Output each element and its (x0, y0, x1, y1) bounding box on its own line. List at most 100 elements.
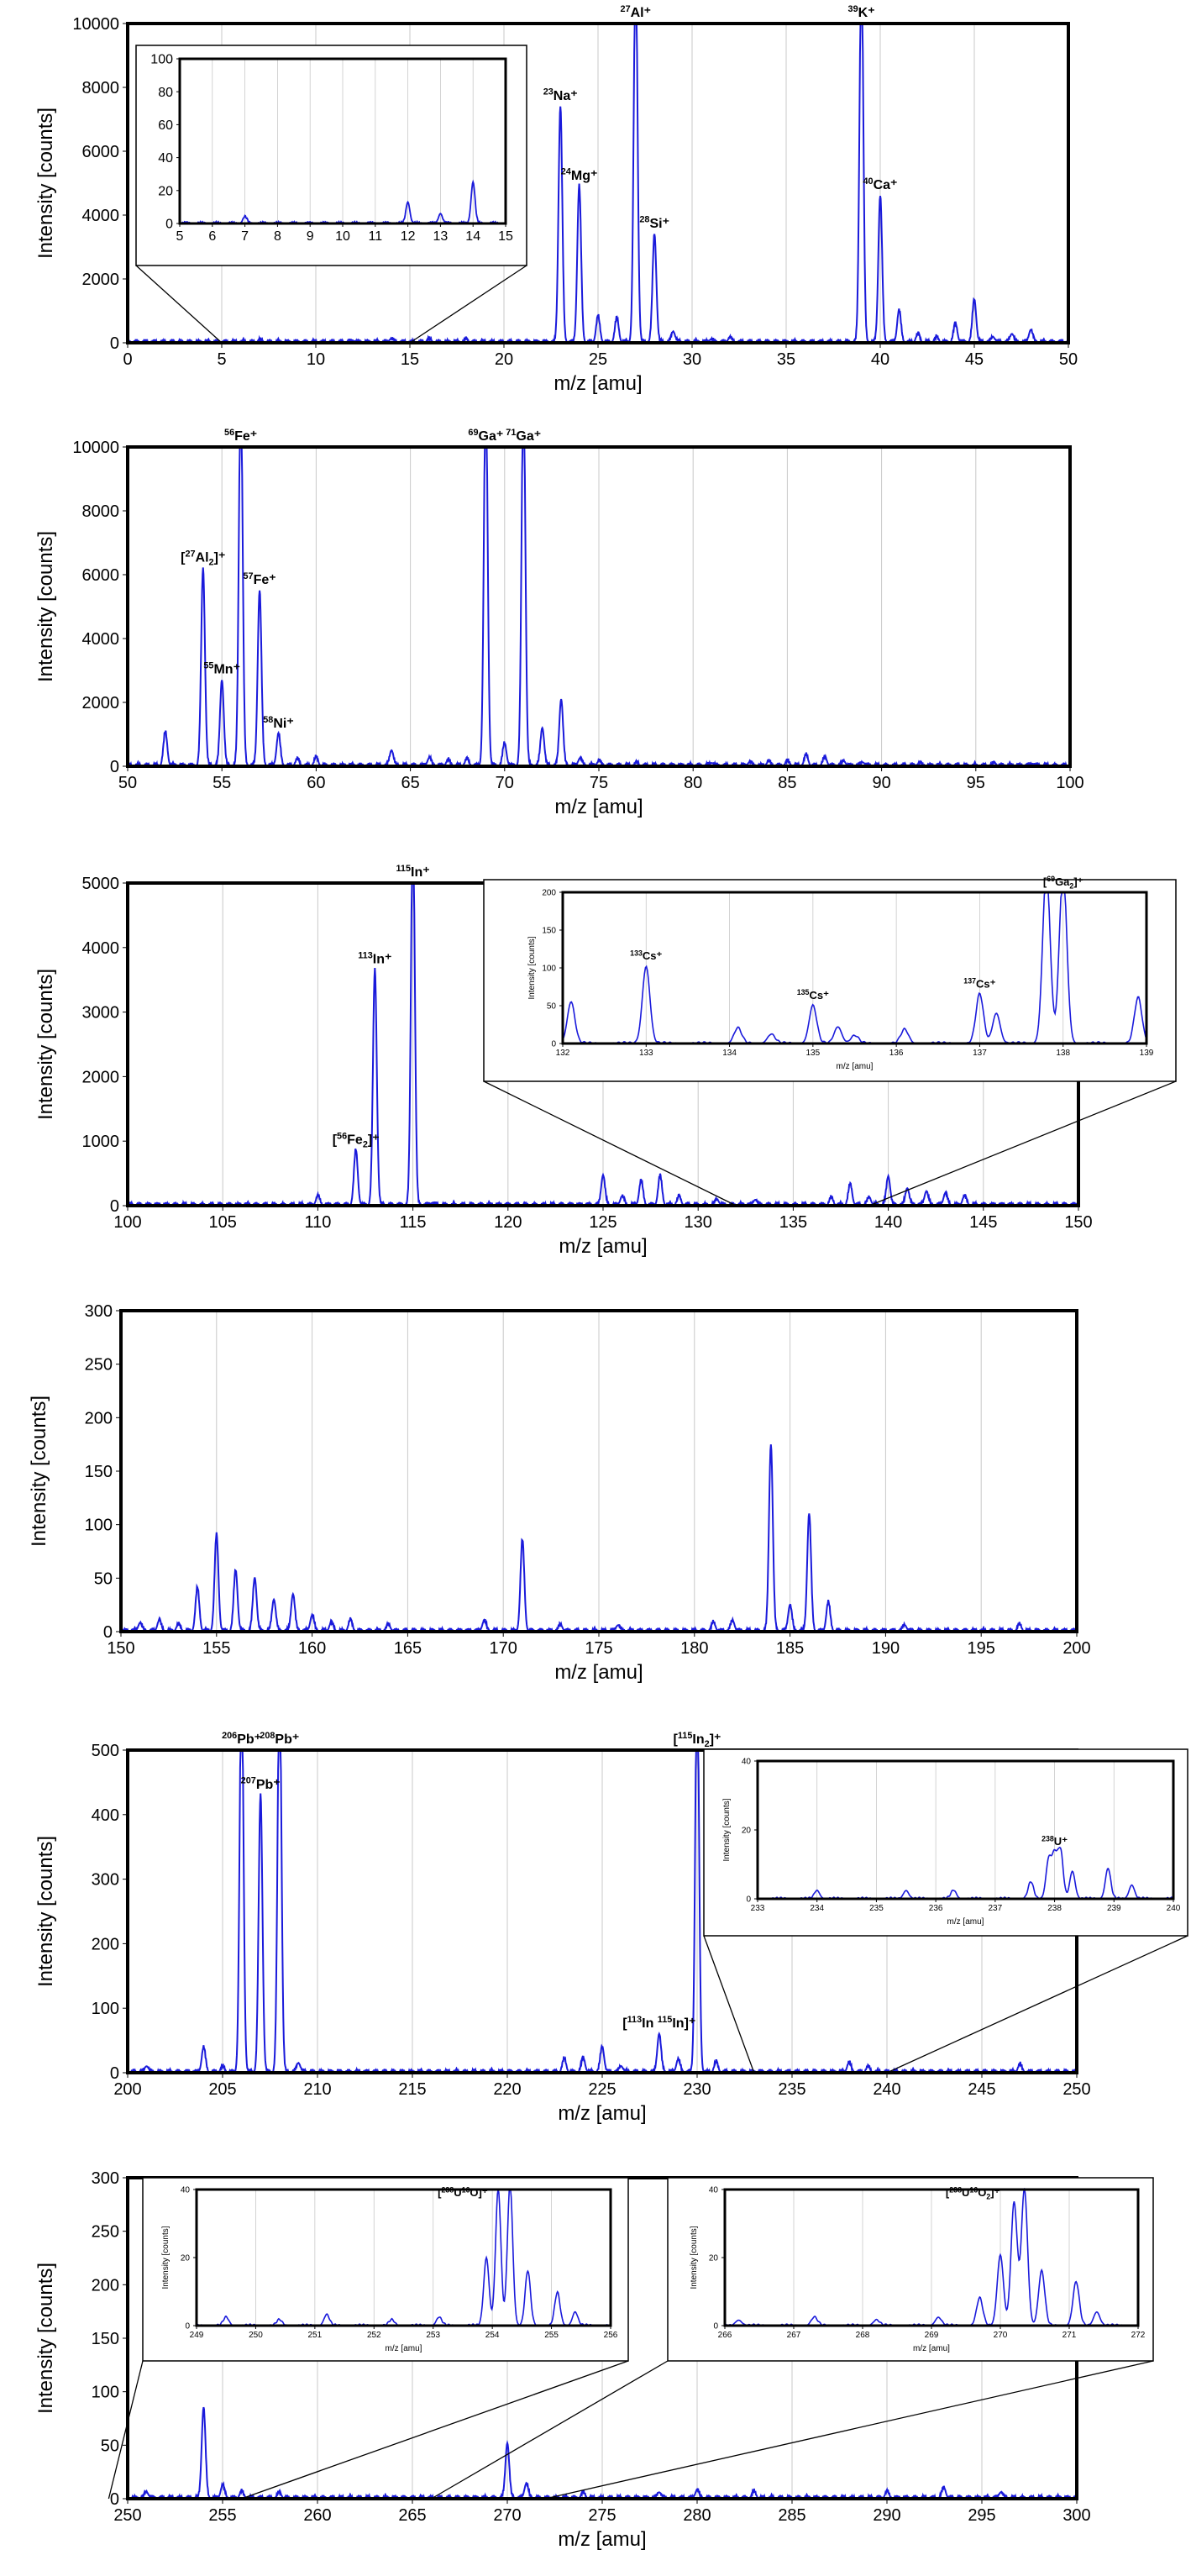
peak-label-el: Mn (213, 662, 233, 676)
x-tick-label: 60 (307, 774, 325, 792)
inset-plot-area (197, 2190, 611, 2326)
peak-label-iso: 208 (260, 1731, 275, 1741)
peak-label-el: Pb (237, 1732, 254, 1747)
peak-label-suffix: ⁺ (890, 178, 897, 192)
x-tick-label: 290 (873, 2506, 900, 2525)
x-tick-label: 80 (684, 774, 702, 792)
peak-label-suffix: ]⁺ (990, 2186, 999, 2199)
x-tick-label: 280 (683, 2506, 711, 2525)
peak-label-suffix: ]⁺ (214, 550, 226, 565)
y-axis-title: Intensity [counts] (34, 969, 57, 1120)
x-tick-label: 7 (241, 229, 249, 244)
x-tick-label: 300 (1062, 2506, 1090, 2525)
x-tick-label: 12 (401, 229, 416, 244)
y-axis-title: Intensity [counts] (722, 1798, 732, 1861)
zoom-connector (703, 1935, 755, 2074)
x-tick-label: 240 (873, 2080, 900, 2099)
peak-label-el: Ni (273, 717, 286, 731)
x-tick-label: 95 (967, 774, 985, 792)
y-tick-label: 40 (181, 2186, 191, 2195)
peak-label-el: Ga (479, 429, 496, 444)
x-tick-label: 200 (1062, 1639, 1090, 1658)
x-tick-label: 5 (176, 229, 184, 244)
peak-label-iso: 58 (263, 715, 273, 725)
x-tick-label: 165 (394, 1639, 422, 1658)
peak-label-iso: 69 (468, 428, 478, 438)
peak-label-el: Al (631, 6, 644, 20)
y-tick-label: 300 (92, 1871, 119, 1890)
peak-label: 115In⁺ (396, 864, 429, 880)
x-tick-label: 134 (722, 1049, 737, 1058)
x-tick-label: 6 (208, 229, 216, 244)
peak-label-el: Pb (275, 1732, 292, 1747)
zoom-connector (545, 2360, 1154, 2500)
y-tick-label: 10000 (72, 15, 119, 34)
x-tick-label: 105 (209, 1213, 237, 1232)
y-tick-label: 2000 (82, 694, 120, 712)
peak-label: 57Fe⁺ (243, 571, 275, 587)
peak-label-iso: 113 (627, 2015, 643, 2025)
inset-plot-area (563, 892, 1146, 1044)
peak-label: [238U16O2]⁺ (946, 2185, 1000, 2200)
x-tick-label: 50 (118, 774, 137, 792)
y-axis-title: Intensity [counts] (161, 2226, 171, 2289)
y-tick-label: 200 (85, 1409, 113, 1427)
peak-label-suffix: ⁺ (570, 89, 577, 103)
y-tick-label: 100 (92, 2000, 119, 2018)
peak-label-iso: 56 (224, 428, 234, 438)
peak-label-suffix: ⁺ (269, 573, 275, 587)
y-tick-label: 150 (92, 2330, 119, 2348)
spectrum-panel-6: 250 255 260 265 270 275 280 285 290 295 300 0 50 100 1… (34, 2169, 1154, 2551)
x-tick-label: 10 (335, 229, 350, 244)
zoom-connector (886, 1935, 1188, 2074)
peak-label-sub: 2 (705, 1739, 710, 1749)
peak-label: 27Al⁺ (621, 4, 652, 20)
peak-label-iso2: 16 (969, 2185, 978, 2194)
x-tick-label: 85 (778, 774, 796, 792)
peak-label-suffix: ⁺ (590, 169, 597, 183)
x-tick-label: 275 (588, 2506, 616, 2525)
peak-label-iso: 39 (848, 4, 858, 14)
x-tick-label: 15 (498, 229, 513, 244)
peak-label-iso: 69 (1047, 875, 1055, 883)
peak-label: 207Pb⁺ (241, 1776, 281, 1792)
peak-label: 28Si⁺ (639, 215, 669, 231)
x-tick-label: 136 (889, 1049, 904, 1058)
peak-label-suffix: ⁺ (233, 662, 240, 676)
y-tick-label: 20 (158, 184, 173, 198)
peak-label-suffix: ]⁺ (1073, 875, 1083, 888)
y-tick-label: 3000 (82, 1004, 120, 1023)
peak-label-suffix: ⁺ (496, 429, 503, 444)
peak-label: [238U16O]⁺ (438, 2185, 488, 2199)
x-tick-label: 75 (590, 774, 608, 792)
x-tick-label: 90 (872, 774, 890, 792)
x-tick-label: 110 (304, 1213, 331, 1232)
peak-label-suffix: ⁺ (286, 717, 293, 731)
x-tick-label: 237 (989, 1904, 1003, 1913)
x-tick-label: 160 (298, 1639, 326, 1658)
peak-label: 39K⁺ (848, 4, 875, 20)
x-tick-label: 270 (994, 2331, 1008, 2340)
peak-label-el: U (454, 2186, 461, 2199)
x-tick-label: 270 (493, 2506, 521, 2525)
y-tick-label: 0 (103, 1623, 113, 1642)
inset-chart: 233 234 235 236 237 238 239 240 0 20 40 m/z [amu] In… (703, 1748, 1188, 1937)
y-tick-label: 0 (110, 2490, 119, 2509)
peak-label-el: Fe (254, 573, 270, 587)
x-tick-label: 120 (494, 1213, 522, 1232)
x-tick-label: 135 (806, 1049, 821, 1058)
x-tick-label: 133 (639, 1049, 653, 1058)
x-axis-title: m/z [amu] (837, 1062, 874, 1071)
x-tick-label: 210 (303, 2080, 331, 2099)
peak-label-pre: [ (1043, 875, 1047, 888)
x-tick-label: 254 (485, 2331, 500, 2340)
peak-label-el: Pb (256, 1778, 274, 1792)
peak-label-suffix: ]⁺ (685, 2016, 696, 2031)
peak-label-el: In (692, 1732, 704, 1747)
y-axis-title: Intensity [counts] (34, 108, 57, 259)
peak-label-suffix: ⁺ (250, 429, 257, 444)
y-tick-label: 40 (158, 151, 173, 166)
peak-label: 23Na⁺ (543, 87, 578, 103)
peak-label-el: K (858, 6, 868, 20)
peak-label-iso2: 115 (658, 2015, 673, 2025)
